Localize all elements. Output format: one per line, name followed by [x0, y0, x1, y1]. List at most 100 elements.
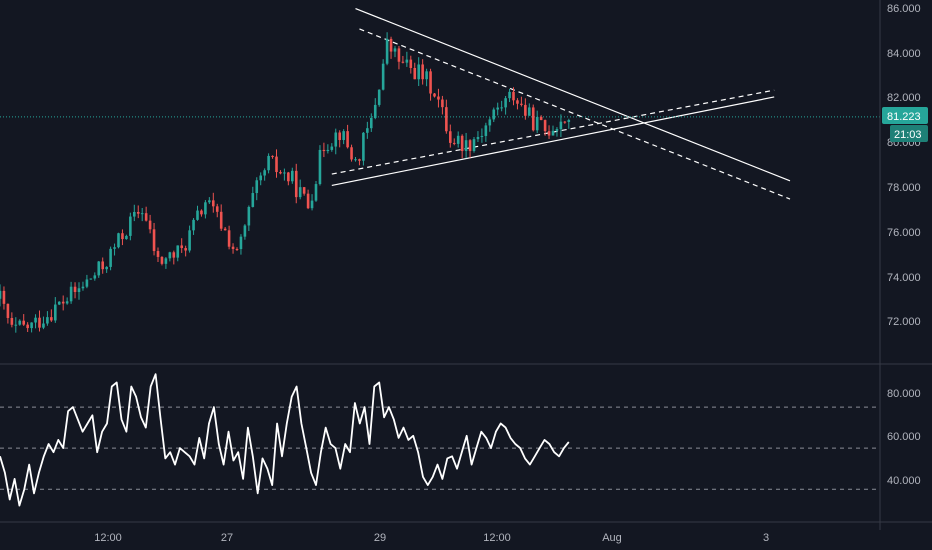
candle-body	[480, 135, 484, 137]
rsi-tick: 80.000	[887, 388, 921, 400]
candle-body	[354, 159, 357, 161]
candle-body	[543, 120, 547, 132]
candle-body	[350, 147, 353, 160]
candle-body	[172, 252, 176, 258]
candle-body	[81, 286, 85, 289]
rsi-panel	[0, 373, 880, 507]
candle-body	[129, 216, 132, 236]
candle-body	[342, 131, 345, 141]
time-label: 12:00	[483, 532, 511, 544]
candle-body	[279, 172, 282, 174]
candle-body	[413, 67, 417, 80]
rsi-line	[0, 373, 570, 507]
candle-body	[429, 71, 432, 94]
candle-body	[294, 170, 298, 198]
candle-body	[516, 100, 519, 104]
candle-body	[330, 146, 334, 150]
candle-body	[275, 156, 278, 173]
candle-body	[215, 206, 219, 212]
candle-body	[421, 64, 424, 80]
candle-body	[105, 266, 108, 270]
candle-body	[425, 71, 428, 80]
candle-body	[223, 228, 227, 231]
candle-body	[401, 61, 405, 63]
candle-body	[460, 135, 464, 152]
candle-body	[445, 107, 448, 132]
candle-body	[188, 230, 191, 251]
candle-body	[18, 320, 22, 325]
candle-body	[524, 104, 527, 116]
candle-body	[377, 89, 381, 105]
candle-body	[472, 139, 476, 151]
price-axis[interactable]: 86.000 84.000 82.000 80.000 78.000 76.00…	[887, 3, 921, 328]
candle-body	[452, 142, 456, 144]
candle-body	[61, 301, 65, 304]
candle-body	[366, 128, 369, 133]
candle-body	[520, 103, 523, 105]
candle-body	[508, 91, 511, 99]
candle-body	[397, 48, 401, 62]
candle-body	[6, 303, 10, 318]
rsi-tick: 60.000	[887, 431, 921, 443]
candle-body	[291, 170, 294, 182]
candle-body	[334, 132, 338, 147]
candle-body	[164, 258, 168, 264]
candle-body	[152, 229, 156, 252]
candle-body	[97, 261, 101, 276]
candle-body	[200, 210, 203, 215]
last-price-value: 81.223	[887, 111, 921, 123]
candle-body	[547, 131, 551, 136]
price-tick: 84.000	[887, 48, 921, 60]
candle-body	[89, 278, 93, 280]
time-label: 12:00	[94, 532, 122, 544]
candle-body	[559, 121, 563, 130]
candle-body	[184, 248, 187, 251]
price-tick: 78.000	[887, 182, 921, 194]
candle-body	[180, 245, 183, 249]
candle-body	[136, 211, 140, 214]
candle-body	[243, 225, 247, 237]
candle-body	[42, 323, 45, 328]
candle-body	[385, 38, 389, 64]
price-tick: 86.000	[887, 3, 921, 15]
price-tick: 74.000	[887, 272, 921, 284]
candle-body	[109, 248, 112, 267]
candle-body	[219, 211, 223, 229]
candle-body	[231, 246, 235, 249]
price-tick: 72.000	[887, 316, 921, 328]
candle-body	[563, 121, 567, 123]
candle-body	[373, 104, 377, 118]
candle-body	[492, 109, 496, 120]
candle-body	[196, 210, 199, 220]
rsi-axis[interactable]: 80.000 60.000 40.000	[887, 388, 921, 487]
candle-body	[287, 172, 290, 182]
candle-body	[338, 132, 341, 141]
candle-body	[69, 286, 73, 302]
candle-body	[346, 131, 349, 148]
price-panel	[0, 7, 880, 333]
candle-body	[168, 252, 172, 259]
candle-body	[212, 200, 215, 207]
candle-body	[318, 149, 322, 185]
candle-body	[310, 200, 314, 209]
candle-body	[267, 155, 270, 171]
candle-body	[389, 38, 393, 52]
candle-body	[125, 235, 128, 240]
candle-body	[298, 187, 302, 198]
candle-body	[500, 107, 503, 109]
candle-body	[113, 247, 116, 249]
candle-body	[235, 248, 239, 250]
rsi-tick: 40.000	[887, 475, 921, 487]
candle-body	[449, 131, 452, 143]
last-price-label: 81.223 21:03	[882, 107, 928, 142]
candle-body	[26, 324, 29, 329]
candle-body	[306, 193, 310, 209]
candle-body	[496, 107, 499, 110]
last-price-badge	[882, 107, 928, 124]
candle-body	[468, 140, 472, 151]
time-axis[interactable]: 12:00 27 29 12:00 Aug 3	[94, 532, 769, 544]
candle-body	[34, 317, 37, 323]
time-label: 29	[374, 532, 386, 544]
countdown-badge	[890, 125, 928, 142]
